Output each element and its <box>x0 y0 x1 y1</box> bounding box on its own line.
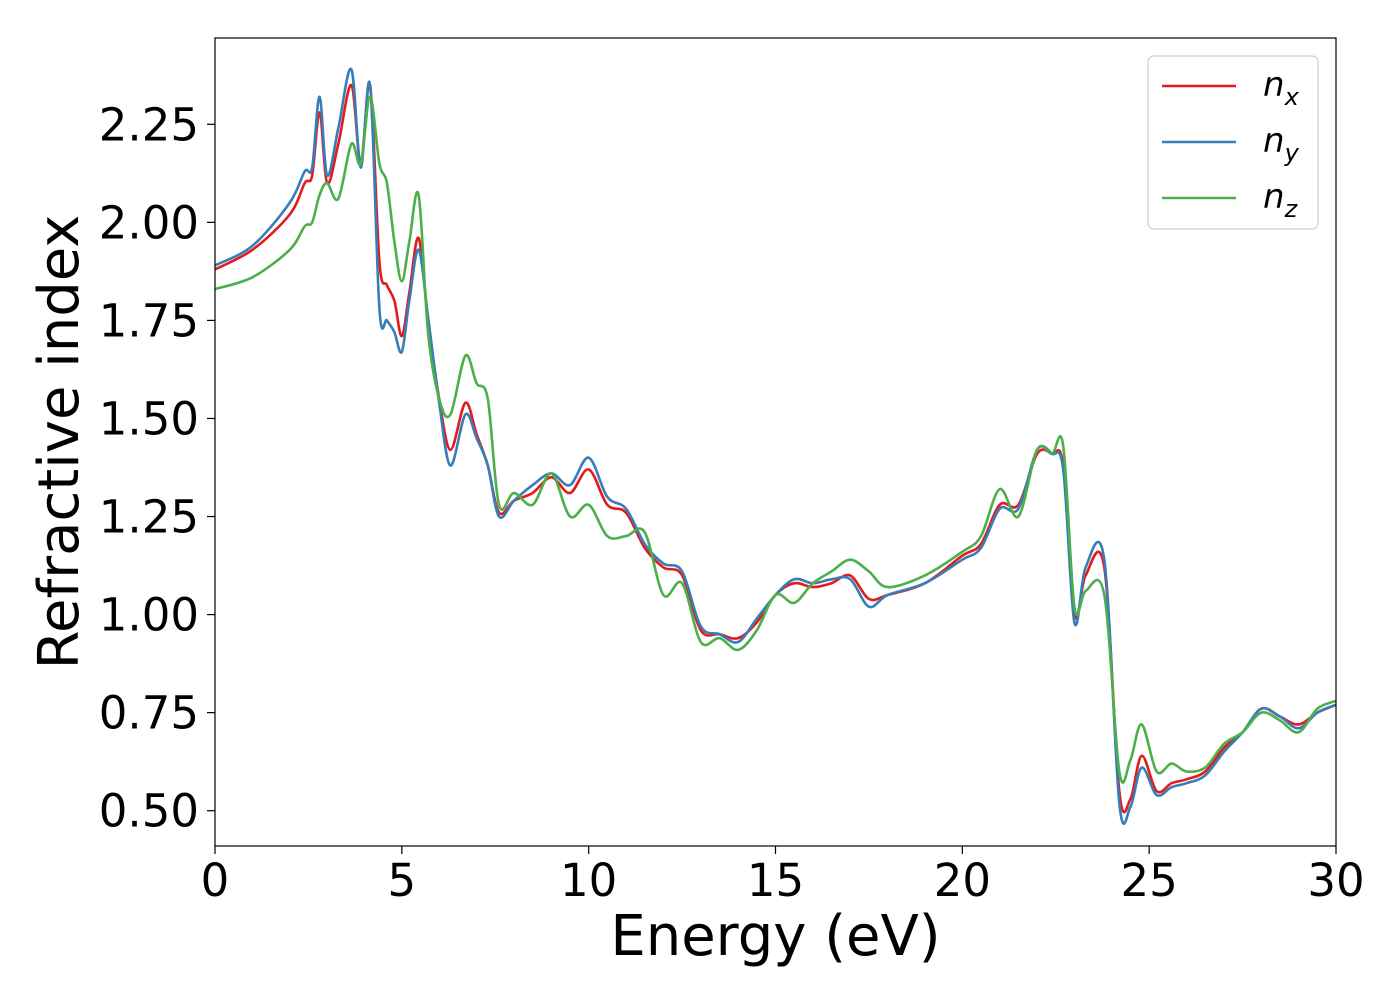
series-line-y <box>214 67 1337 825</box>
y-tick-label: 1.50 <box>99 392 199 445</box>
y-axis: 0.50 0.75 1.00 1.25 1.50 1.75 2.00 2.25 <box>99 98 215 838</box>
series-line-z <box>214 95 1337 784</box>
x-tick-label: 25 <box>1121 854 1178 907</box>
x-tick-label: 5 <box>388 854 417 907</box>
y-tick-label: 2.25 <box>99 98 199 151</box>
y-tick-label: 1.25 <box>99 491 199 544</box>
x-tick-label: 30 <box>1307 854 1364 907</box>
y-tick-label: 2.00 <box>99 196 199 249</box>
legend-label-y: ny <box>1263 121 1300 167</box>
y-tick-label: 1.00 <box>99 589 199 642</box>
x-tick-label: 10 <box>560 854 617 907</box>
x-axis-title: Energy (eV) <box>610 904 940 969</box>
series-line-x <box>214 81 1337 814</box>
x-tick-label: 15 <box>747 854 804 907</box>
y-tick-label: 0.75 <box>99 687 199 740</box>
x-axis: 0 5 10 15 20 25 30 <box>201 846 1365 907</box>
series-layer <box>214 67 1337 825</box>
y-tick-label: 0.50 <box>99 785 199 838</box>
x-tick-label: 20 <box>934 854 991 907</box>
x-tick-label: 0 <box>201 854 230 907</box>
y-tick-label: 1.75 <box>99 294 199 347</box>
y-axis-title: Refractive index <box>27 215 92 670</box>
